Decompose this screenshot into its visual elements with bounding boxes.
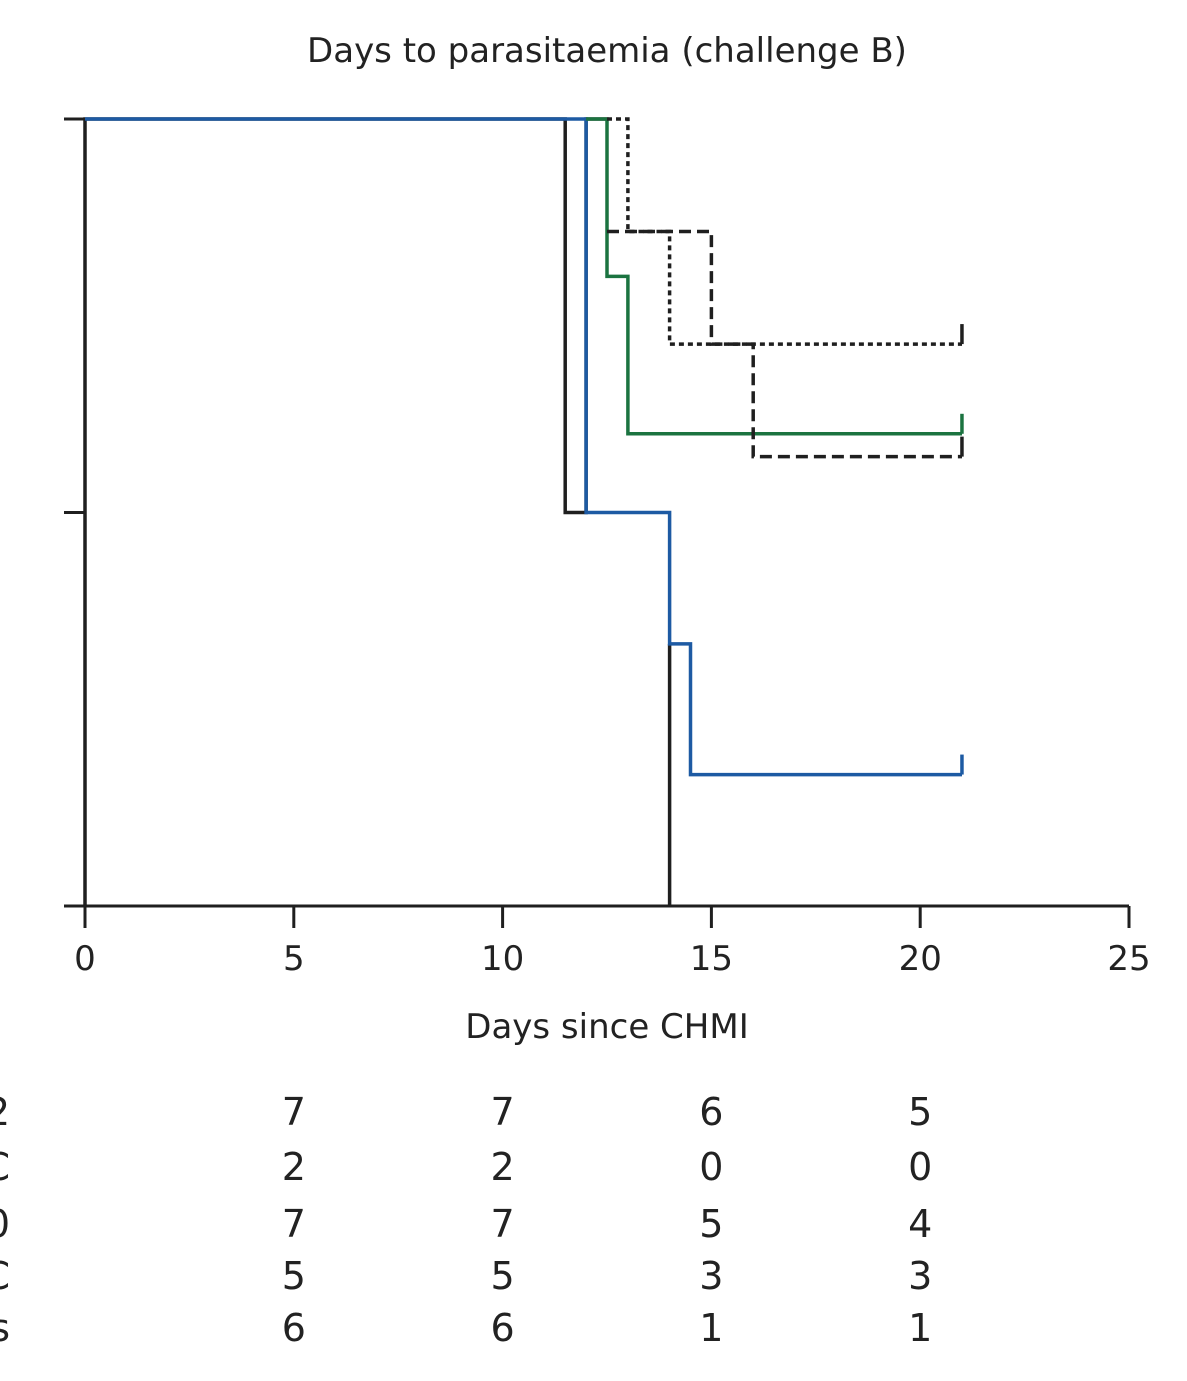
x-tick-label-2: 10 bbox=[481, 939, 524, 979]
series-line-0 bbox=[83, 117, 607, 906]
x-tick-label-0: 0 bbox=[74, 939, 96, 979]
risk-cell-2-1: 7 bbox=[491, 1202, 515, 1246]
risk-cell-1-3: 0 bbox=[908, 1145, 932, 1189]
x-tick-label-3: 15 bbox=[690, 939, 733, 979]
axes: 0 5 10 15 20 25 bbox=[64, 117, 1151, 979]
x-tick-label-1: 5 bbox=[283, 939, 305, 979]
chart-title: Days to parasitaemia (challenge B) bbox=[307, 31, 907, 71]
risk-row-label-0: 2 bbox=[0, 1090, 10, 1134]
risk-cell-2-2: 5 bbox=[699, 1202, 723, 1246]
risk-cell-0-3: 5 bbox=[908, 1090, 932, 1134]
risk-cell-4-2: 1 bbox=[699, 1306, 723, 1350]
risk-table: 2 7 7 6 5 C 2 2 0 0 0 7 7 5 4 C 5 5 3 3 s 6 6 1 1 bbox=[0, 1090, 932, 1350]
series-group bbox=[83, 117, 964, 906]
risk-cell-0-1: 7 bbox=[491, 1090, 515, 1134]
risk-cell-3-3: 3 bbox=[908, 1254, 932, 1298]
series-line-3 bbox=[586, 117, 962, 436]
risk-row-label-1: C bbox=[0, 1145, 10, 1189]
risk-cell-0-2: 6 bbox=[699, 1090, 723, 1134]
series-line-4 bbox=[607, 117, 962, 346]
risk-cell-4-3: 1 bbox=[908, 1306, 932, 1350]
x-axis-label: Days since CHMI bbox=[465, 1007, 748, 1047]
x-tick-label-4: 20 bbox=[899, 939, 942, 979]
risk-cell-3-1: 5 bbox=[491, 1254, 515, 1298]
risk-cell-2-0: 7 bbox=[282, 1202, 306, 1246]
risk-cell-4-0: 6 bbox=[282, 1306, 306, 1350]
risk-row-label-2: 0 bbox=[0, 1202, 10, 1246]
x-tick-label-5: 25 bbox=[1107, 939, 1150, 979]
risk-cell-4-1: 6 bbox=[491, 1306, 515, 1350]
series-line-2 bbox=[85, 117, 962, 777]
risk-cell-1-1: 2 bbox=[491, 1145, 515, 1189]
risk-cell-3-2: 3 bbox=[699, 1254, 723, 1298]
risk-cell-3-0: 5 bbox=[282, 1254, 306, 1298]
risk-cell-2-3: 4 bbox=[908, 1202, 932, 1246]
risk-row-label-3: C bbox=[0, 1254, 10, 1298]
series-line-5 bbox=[607, 229, 962, 459]
risk-cell-1-2: 0 bbox=[699, 1145, 723, 1189]
risk-row-label-4: s bbox=[0, 1306, 10, 1350]
risk-cell-0-0: 7 bbox=[282, 1090, 306, 1134]
risk-cell-1-0: 2 bbox=[282, 1145, 306, 1189]
